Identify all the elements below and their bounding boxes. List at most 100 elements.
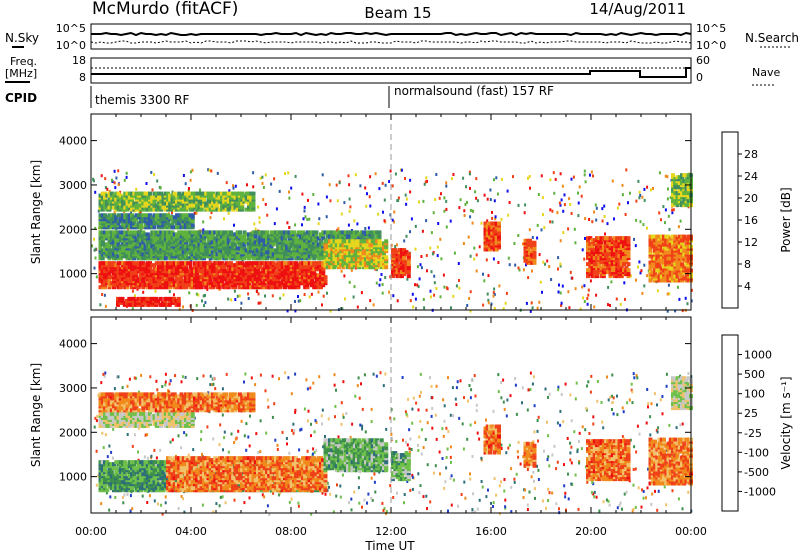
echo-cell: [273, 222, 276, 226]
echo-cell: [658, 211, 661, 215]
echo-cell: [341, 239, 346, 244]
echo-cell: [112, 234, 116, 239]
echo-cell: [139, 223, 143, 228]
echo-cell: [186, 191, 191, 196]
echo-cell: [226, 273, 231, 278]
echo-cell: [103, 230, 107, 235]
echo-cell: [664, 174, 667, 178]
echo-cell: [251, 283, 256, 288]
echo-cell: [507, 213, 510, 217]
echo-cell: [352, 253, 357, 258]
echo-cell: [238, 230, 242, 235]
echo-cell: [107, 205, 112, 210]
echo-cell: [202, 261, 206, 266]
echo-cell: [244, 232, 249, 237]
echo-cell: [445, 181, 448, 185]
echo-cell: [430, 270, 433, 274]
echo-cell: [366, 243, 371, 248]
echo-cell: [224, 269, 229, 274]
echo-cell: [664, 221, 666, 225]
echo-cell: [529, 309, 532, 313]
echo-cell: [586, 246, 590, 251]
echo-cell: [116, 230, 121, 235]
echo-cell: [562, 231, 565, 235]
echo-cell: [572, 175, 575, 179]
echo-cell: [210, 211, 213, 215]
echo-cell: [330, 243, 335, 248]
echo-cell: [242, 193, 247, 198]
echo-cell: [476, 199, 479, 203]
echo-cell: [249, 285, 254, 290]
echo-cell: [233, 232, 238, 237]
echo-cell: [429, 246, 432, 250]
echo-cell: [258, 265, 263, 270]
cpid-segment-1: themis 3300 RF: [95, 93, 189, 107]
echo-cell: [280, 254, 285, 259]
echo-cell: [615, 297, 618, 301]
echo-cell: [168, 230, 173, 235]
echo-cell: [412, 305, 415, 309]
echo-cell: [346, 239, 350, 244]
echo-cell: [229, 269, 233, 274]
echo-cell: [109, 191, 114, 196]
echo-cell: [379, 263, 384, 268]
echo-cell: [256, 230, 260, 235]
echo-cell: [462, 176, 465, 180]
echo-cell: [468, 170, 471, 174]
echo-cell: [240, 234, 245, 239]
echo-cell: [222, 195, 227, 200]
echo-cell: [127, 195, 132, 200]
echo-cell: [330, 234, 335, 239]
echo-cell: [305, 230, 310, 235]
echo-cell: [337, 230, 341, 235]
echo-cell: [522, 268, 525, 272]
echo-cell: [287, 242, 292, 247]
echo-cell: [99, 303, 102, 307]
echo-cell: [530, 240, 535, 245]
echo-cell: [488, 247, 492, 252]
echo-cell: [267, 275, 272, 280]
echo-cell: [94, 190, 97, 194]
echo-cell: [242, 263, 247, 268]
echo-cell: [235, 230, 240, 235]
echo-cell: [220, 261, 224, 266]
echo-cell: [536, 236, 539, 240]
echo-cell: [258, 256, 263, 261]
echo-cell: [175, 283, 179, 288]
echo-cell: [197, 285, 202, 290]
echo-cell: [127, 244, 132, 249]
echo-cell: [364, 245, 368, 250]
echo-cell: [528, 242, 532, 247]
echo-cell: [303, 232, 308, 237]
echo-cell: [395, 243, 398, 247]
echo-cell: [222, 230, 227, 235]
echo-cell: [118, 267, 123, 272]
echo-cell: [204, 191, 209, 196]
echo-cell: [609, 304, 611, 307]
echo-cell: [161, 223, 166, 228]
echo-cell: [197, 230, 202, 235]
echo-cell: [175, 225, 179, 230]
echo-cell: [430, 231, 433, 235]
echo-cell: [294, 273, 299, 278]
echo-cell: [260, 238, 265, 243]
echo-cell: [662, 205, 665, 209]
echo-cell: [177, 261, 182, 266]
echo-cell: [531, 269, 533, 273]
echo-cell: [279, 296, 282, 300]
echo-cell: [589, 173, 591, 177]
echo-cell: [285, 271, 290, 276]
echo-cell: [590, 250, 595, 255]
echo-cell: [179, 213, 184, 218]
echo-cell: [229, 201, 233, 206]
echo-cell: [590, 266, 595, 271]
echo-cell: [426, 269, 428, 273]
echo-cell: [292, 246, 296, 251]
echo-cell: [112, 230, 116, 235]
echo-cell: [269, 285, 274, 290]
freq-tick-top: 18: [72, 54, 86, 67]
echo-cell: [116, 296, 120, 301]
echo-cell: [296, 238, 301, 243]
echo-cell: [296, 244, 301, 249]
echo-cell: [308, 295, 311, 299]
